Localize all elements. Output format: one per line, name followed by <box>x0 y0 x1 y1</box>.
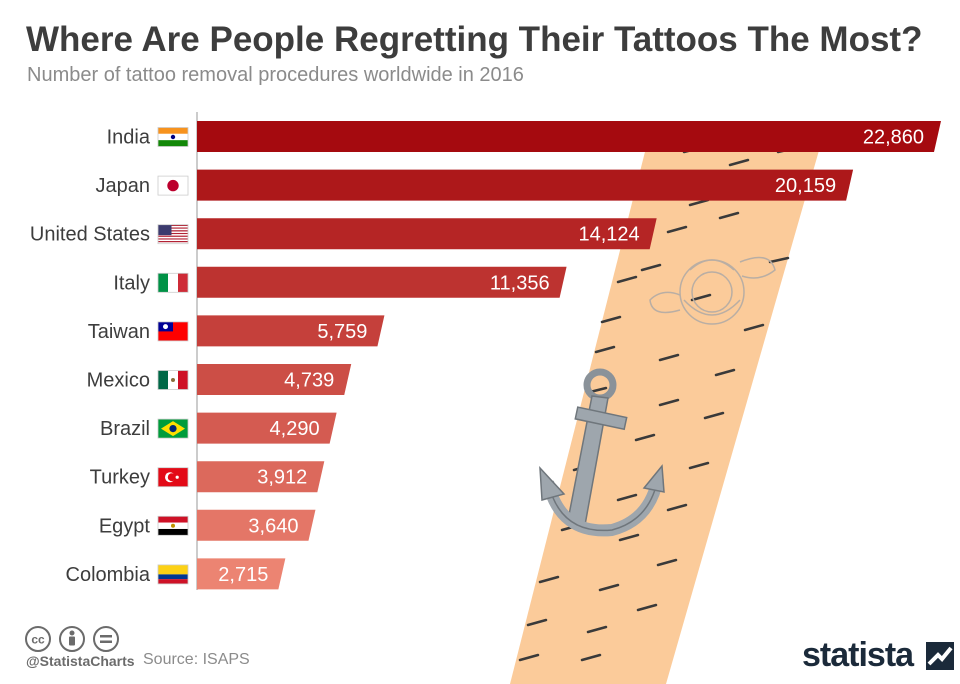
bar-india <box>197 121 941 152</box>
bars-group <box>197 121 941 590</box>
category-label: Japan <box>96 175 151 197</box>
bar-italy <box>197 266 567 298</box>
svg-text:cc: cc <box>31 633 45 647</box>
category-label: Egypt <box>99 515 151 537</box>
value-label: 3,640 <box>248 515 298 537</box>
category-label: Colombia <box>66 564 151 586</box>
category-label: India <box>107 127 151 149</box>
category-label: Italy <box>113 272 150 294</box>
value-label: 20,159 <box>775 175 836 197</box>
value-label: 5,759 <box>317 321 367 343</box>
value-label: 22,860 <box>863 127 924 149</box>
footer-source: Source: ISAPS <box>143 651 250 668</box>
anchor-icon <box>539 368 665 537</box>
bar-brazil <box>197 412 337 444</box>
flag-turkey-icon <box>157 467 189 488</box>
category-label: Taiwan <box>88 321 150 343</box>
tattoo-stitch-marks <box>518 146 798 662</box>
attribution-icon <box>59 626 85 652</box>
flag-italy-icon <box>157 272 189 293</box>
bar-turkey <box>197 461 325 493</box>
flags-group <box>157 127 189 585</box>
category-labels: India Japan United States Italy Taiwan Mexico… <box>30 127 151 586</box>
chart-title: Where Are People Regretting Their Tattoo… <box>26 20 923 59</box>
category-label: United States <box>30 224 150 246</box>
flag-united-states-icon <box>157 224 189 245</box>
flag-india-icon <box>157 127 189 147</box>
chart-subtitle: Number of tattoo removal procedures worl… <box>27 64 524 86</box>
bar-taiwan <box>197 315 385 347</box>
statista-wordmark: statista <box>802 636 914 674</box>
bar-mexico <box>197 364 352 395</box>
flag-taiwan-icon <box>157 321 189 342</box>
creative-commons-icon: cc <box>25 626 51 652</box>
category-label: Brazil <box>100 418 150 440</box>
value-label: 4,739 <box>284 370 334 392</box>
statista-logo[interactable]: statista <box>802 636 954 675</box>
value-label: 4,290 <box>270 418 320 440</box>
tattoo-illustration <box>510 140 822 684</box>
bar-egypt <box>197 509 316 541</box>
statista-logo-icon <box>925 642 954 670</box>
value-label: 14,124 <box>579 224 640 246</box>
value-label: 3,912 <box>257 467 307 489</box>
rose-outline <box>649 256 776 325</box>
flag-brazil-icon <box>157 418 189 439</box>
value-labels: 22,860 20,159 14,124 11,356 5,759 4,739 4,290 3… <box>218 127 924 586</box>
category-label: Mexico <box>87 370 150 392</box>
no-derivatives-icon <box>93 626 119 652</box>
flag-egypt-icon <box>157 515 189 536</box>
bar-colombia <box>197 558 286 590</box>
value-label: 2,715 <box>218 564 268 586</box>
flag-mexico-icon <box>157 370 189 390</box>
category-label: Turkey <box>90 467 150 489</box>
bar-japan <box>197 169 854 201</box>
flag-japan-icon <box>157 175 189 196</box>
bar-united-states <box>197 218 657 250</box>
flag-colombia-icon <box>157 564 189 585</box>
footer-handle[interactable]: @StatistaCharts <box>26 653 135 669</box>
value-label: 11,356 <box>490 272 550 294</box>
